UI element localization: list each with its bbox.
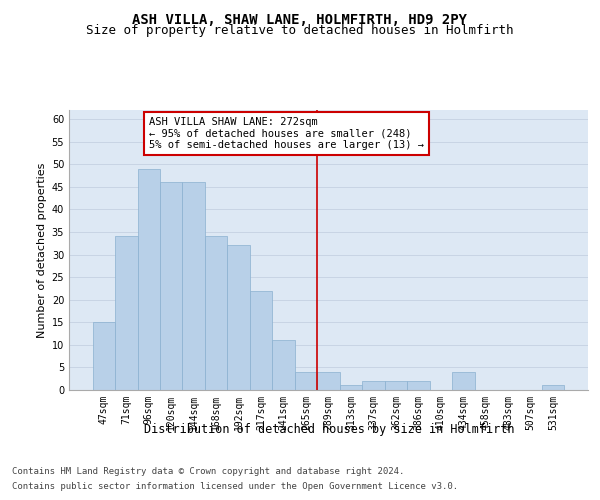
Bar [272, 340, 295, 390]
Bar [542, 386, 565, 390]
Bar [160, 182, 182, 390]
Bar [182, 182, 205, 390]
Bar [137, 168, 160, 390]
Text: Contains HM Land Registry data © Crown copyright and database right 2024.: Contains HM Land Registry data © Crown c… [12, 467, 404, 476]
Text: ASH VILLA, SHAW LANE, HOLMFIRTH, HD9 2PY: ASH VILLA, SHAW LANE, HOLMFIRTH, HD9 2PY [133, 12, 467, 26]
Text: Distribution of detached houses by size in Holmfirth: Distribution of detached houses by size … [143, 422, 514, 436]
Y-axis label: Number of detached properties: Number of detached properties [37, 162, 47, 338]
Bar [317, 372, 340, 390]
Bar [452, 372, 475, 390]
Text: Contains public sector information licensed under the Open Government Licence v3: Contains public sector information licen… [12, 482, 458, 491]
Bar [385, 381, 407, 390]
Bar [227, 246, 250, 390]
Bar [362, 381, 385, 390]
Bar [407, 381, 430, 390]
Text: Size of property relative to detached houses in Holmfirth: Size of property relative to detached ho… [86, 24, 514, 37]
Text: ASH VILLA SHAW LANE: 272sqm
← 95% of detached houses are smaller (248)
5% of sem: ASH VILLA SHAW LANE: 272sqm ← 95% of det… [149, 117, 424, 150]
Bar [115, 236, 137, 390]
Bar [295, 372, 317, 390]
Bar [205, 236, 227, 390]
Bar [340, 386, 362, 390]
Bar [250, 290, 272, 390]
Bar [92, 322, 115, 390]
